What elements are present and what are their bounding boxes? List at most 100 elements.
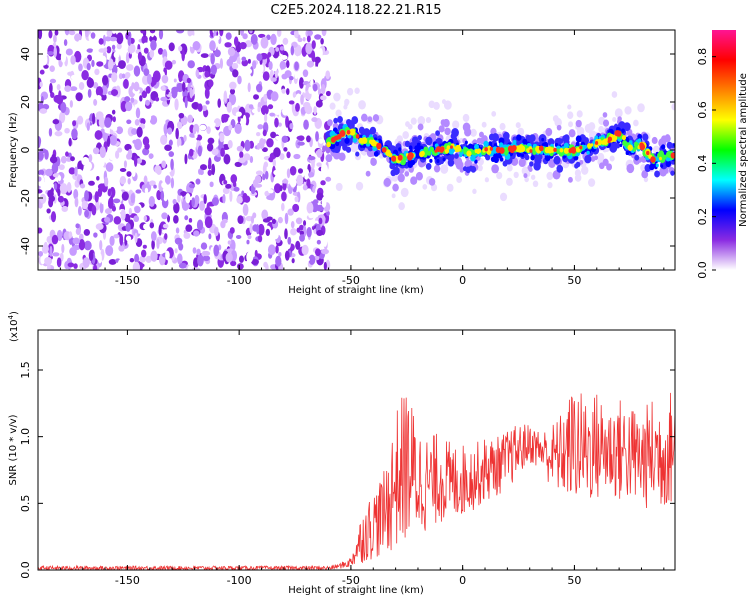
ridge-cell xyxy=(474,159,478,164)
ridge-cell xyxy=(463,150,467,155)
ridge-cell xyxy=(392,166,400,176)
noise-blob xyxy=(156,238,160,250)
noise-blob xyxy=(148,195,155,207)
ridge-cell xyxy=(544,154,551,162)
noise-blob xyxy=(294,196,299,203)
noise-blob xyxy=(320,95,327,101)
snr-panel: -150 -100 -50 0 50 0.0 0.5 1.0 1.5 Height of st… xyxy=(7,311,676,596)
ridge-cell xyxy=(567,104,572,110)
noise-blob xyxy=(318,138,324,144)
ridge-cell xyxy=(598,125,604,133)
ridge-cell xyxy=(425,163,432,170)
noise-blob xyxy=(210,64,217,75)
noise-blob xyxy=(285,60,290,69)
noise-blob xyxy=(297,37,303,43)
noise-blob xyxy=(260,105,269,116)
noise-blob xyxy=(144,143,150,150)
ridge-cell xyxy=(470,128,477,137)
noise-blob xyxy=(315,131,319,142)
noise-blob xyxy=(95,223,104,230)
noise-blob xyxy=(321,30,327,37)
noise-blob xyxy=(274,117,279,128)
noise-blob xyxy=(320,163,328,175)
noise-blob xyxy=(84,190,89,202)
x-tick-label: 50 xyxy=(567,274,581,287)
ridge-cell xyxy=(594,135,599,140)
noise-blob xyxy=(268,61,273,71)
noise-blob xyxy=(145,99,150,106)
noise-blob xyxy=(222,187,230,195)
ridge-cell xyxy=(391,155,397,162)
ridge-cell xyxy=(530,174,536,180)
noise-blob xyxy=(126,119,132,125)
ridge-cell xyxy=(485,154,491,161)
noise-blob xyxy=(242,203,249,216)
noise-blob xyxy=(83,240,92,251)
noise-blob xyxy=(38,189,43,194)
noise-blob xyxy=(99,201,104,214)
noise-blob xyxy=(161,85,166,91)
colorbar-label: Normalized spectral amplitude xyxy=(738,73,749,227)
noise-blob xyxy=(167,205,173,217)
noise-blob xyxy=(299,234,305,242)
ridge-cell xyxy=(381,147,387,153)
noise-blob xyxy=(316,204,324,212)
noise-blob xyxy=(260,64,264,73)
noise-blob xyxy=(279,185,283,192)
ridge-cell xyxy=(526,149,530,153)
ridge-cell xyxy=(646,150,650,156)
noise-blob xyxy=(48,127,53,137)
noise-blob xyxy=(289,177,297,188)
noise-blob xyxy=(38,136,41,148)
noise-blob xyxy=(311,117,318,123)
noise-blob xyxy=(177,122,183,129)
ridge-cell xyxy=(658,156,662,161)
noise-blob xyxy=(223,154,231,165)
noise-blob xyxy=(83,228,91,236)
noise-blob xyxy=(206,202,210,214)
noise-blob xyxy=(225,252,233,263)
noise-blob xyxy=(72,120,77,127)
noise-blob xyxy=(277,122,282,127)
noise-blob xyxy=(103,132,108,142)
noise-blob xyxy=(229,190,233,202)
noise-blob xyxy=(54,218,61,228)
noise-blob xyxy=(306,35,311,43)
noise-blob xyxy=(282,106,289,116)
noise-blob xyxy=(257,235,263,243)
noise-blob xyxy=(308,171,315,178)
noise-blob xyxy=(69,247,77,256)
noise-blob xyxy=(50,211,57,223)
noise-blob xyxy=(149,222,155,229)
ridge-cell xyxy=(404,140,411,148)
y-tick-label: 0.0 xyxy=(19,561,32,579)
y-tick-label: -20 xyxy=(19,189,32,207)
ridge-cell xyxy=(326,141,331,148)
noise-blob xyxy=(217,98,221,108)
noise-blob xyxy=(302,184,308,191)
ridge-cell xyxy=(541,137,545,142)
noise-blob xyxy=(109,134,118,146)
noise-blob xyxy=(270,77,277,82)
noise-blob xyxy=(161,160,167,169)
ridge-cell xyxy=(479,131,484,138)
noise-blob xyxy=(320,38,324,45)
noise-blob xyxy=(213,118,221,128)
ridge-cell xyxy=(476,150,480,155)
ridge-cell xyxy=(576,110,583,118)
noise-blob xyxy=(78,239,86,251)
noise-blob xyxy=(210,259,216,265)
noise-blob xyxy=(176,137,182,148)
noise-blob xyxy=(142,147,150,156)
noise-blob xyxy=(228,124,233,131)
noise-blob xyxy=(276,30,282,37)
snr-x-ticks: -150 -100 -50 0 50 xyxy=(37,330,665,587)
noise-blob xyxy=(250,33,258,45)
noise-blob xyxy=(265,263,269,270)
noise-blob xyxy=(133,81,140,92)
noise-blob xyxy=(217,73,221,83)
ridge-cell xyxy=(474,143,480,150)
ridge-cell xyxy=(354,87,360,95)
noise-blob xyxy=(92,82,99,89)
noise-blob xyxy=(279,46,285,51)
